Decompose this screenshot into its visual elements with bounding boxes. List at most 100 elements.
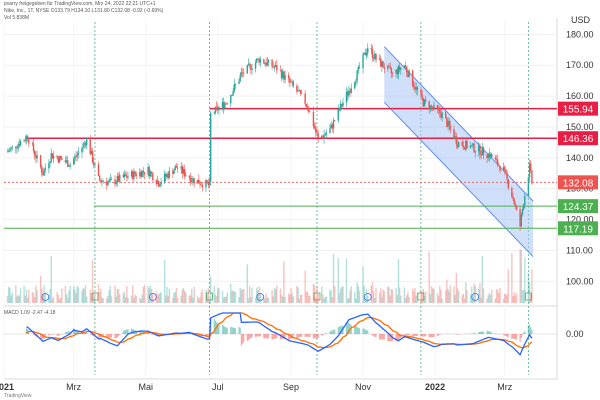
macd-histogram-bar: [49, 334, 51, 335]
volume-bar: [436, 293, 439, 303]
volume-bar: [350, 286, 352, 303]
candle-body: [276, 64, 278, 71]
candle-body: [284, 75, 286, 80]
candle-body: [280, 70, 283, 79]
volume-bar: [185, 292, 187, 303]
candle-body: [466, 140, 468, 149]
macd-histogram-bar: [480, 331, 482, 334]
candle-body: [272, 66, 274, 68]
macd-histogram-bar: [395, 334, 397, 342]
macd-histogram-bar: [139, 330, 141, 334]
macd-histogram-bar: [272, 334, 274, 340]
volume-bar: [28, 289, 30, 303]
currency-label: USD: [571, 15, 591, 25]
volume-bar: [18, 295, 21, 303]
candle-body: [349, 90, 351, 93]
macd-line: [26, 312, 533, 356]
volume-bar: [378, 292, 381, 303]
candle-body: [51, 153, 54, 159]
volume-bar: [390, 289, 393, 303]
volume-bar: [396, 295, 398, 303]
candle-body: [473, 143, 475, 153]
macd-histogram-bar: [251, 334, 253, 338]
candle-body: [224, 103, 226, 109]
volume-bar: [218, 288, 220, 303]
macd-histogram-bar: [64, 332, 67, 334]
macd-histogram-bar: [110, 334, 113, 338]
candle-body: [259, 59, 261, 63]
macd-histogram-bar: [148, 333, 150, 334]
candle-body: [342, 102, 344, 107]
volume-bar: [31, 292, 34, 303]
macd-histogram-bar: [74, 329, 76, 334]
candle-body: [147, 166, 149, 175]
resistance-price-label: 146.36: [563, 134, 594, 145]
candle-body: [446, 118, 448, 127]
candle-body: [465, 140, 467, 150]
volume-bar: [93, 293, 95, 303]
macd-histogram-bar: [130, 328, 133, 334]
volume-bar: [462, 293, 465, 303]
macd-histogram-bar: [519, 334, 521, 342]
candle-body: [338, 108, 341, 111]
x-tick-label: Nov: [355, 382, 372, 392]
volume-bar: [163, 259, 166, 303]
macd-histogram-bar: [406, 334, 408, 335]
macd-histogram-bar: [373, 334, 375, 337]
macd-histogram-bar: [527, 325, 529, 334]
candle-body: [168, 170, 171, 178]
candle-body: [449, 126, 452, 130]
macd-histogram-bar: [226, 327, 228, 334]
macd-histogram-bar: [479, 331, 481, 334]
macd-histogram-bar: [345, 322, 348, 334]
volume-bar: [230, 283, 232, 303]
macd-histogram-bar: [267, 334, 270, 339]
candle-body: [248, 63, 251, 65]
volume-bar: [52, 296, 55, 303]
candle-body: [100, 179, 102, 182]
volume-bar: [371, 281, 374, 303]
volume-bar: [408, 296, 410, 303]
volume-bar: [403, 287, 406, 303]
candle-body: [180, 166, 182, 169]
volume-bar: [440, 290, 442, 303]
volume-bar: [486, 298, 488, 303]
candle-body: [308, 107, 310, 112]
volume-bar: [437, 295, 440, 303]
volume-bar: [246, 264, 248, 303]
volume-bar: [209, 276, 212, 303]
candle-body: [382, 61, 384, 68]
dividend-marker: [256, 293, 265, 301]
macd-zero-label: 0.00: [566, 329, 584, 339]
y-tick-label: 100.00: [566, 276, 594, 286]
candle-body: [395, 69, 397, 74]
candle-body: [109, 178, 111, 181]
candle-body: [123, 174, 126, 178]
candle-body: [191, 181, 193, 183]
candle-body: [287, 75, 290, 79]
candle-body: [263, 59, 265, 64]
volume-bar: [109, 285, 111, 303]
candle-body: [455, 136, 458, 145]
candle-body: [231, 95, 233, 96]
candle-body: [398, 66, 401, 70]
candle-body: [226, 103, 228, 105]
volume-bar: [168, 288, 171, 303]
volume-bar: [439, 286, 441, 303]
candle-body: [59, 156, 62, 159]
macd-histogram-bar: [371, 334, 374, 336]
macd-histogram-bar: [513, 334, 515, 339]
volume-bar: [155, 291, 158, 303]
volume-bar: [374, 297, 376, 303]
volume-bar: [172, 298, 174, 303]
macd-histogram-bar: [152, 334, 154, 335]
macd-histogram-bar: [225, 327, 227, 334]
candle-body: [124, 174, 127, 176]
volume-bar: [199, 297, 201, 303]
macd-histogram-bar: [32, 334, 35, 335]
volume-bar: [123, 291, 126, 303]
volume-bar: [156, 294, 159, 303]
volume-bar: [449, 285, 452, 303]
volume-bar: [24, 295, 26, 303]
